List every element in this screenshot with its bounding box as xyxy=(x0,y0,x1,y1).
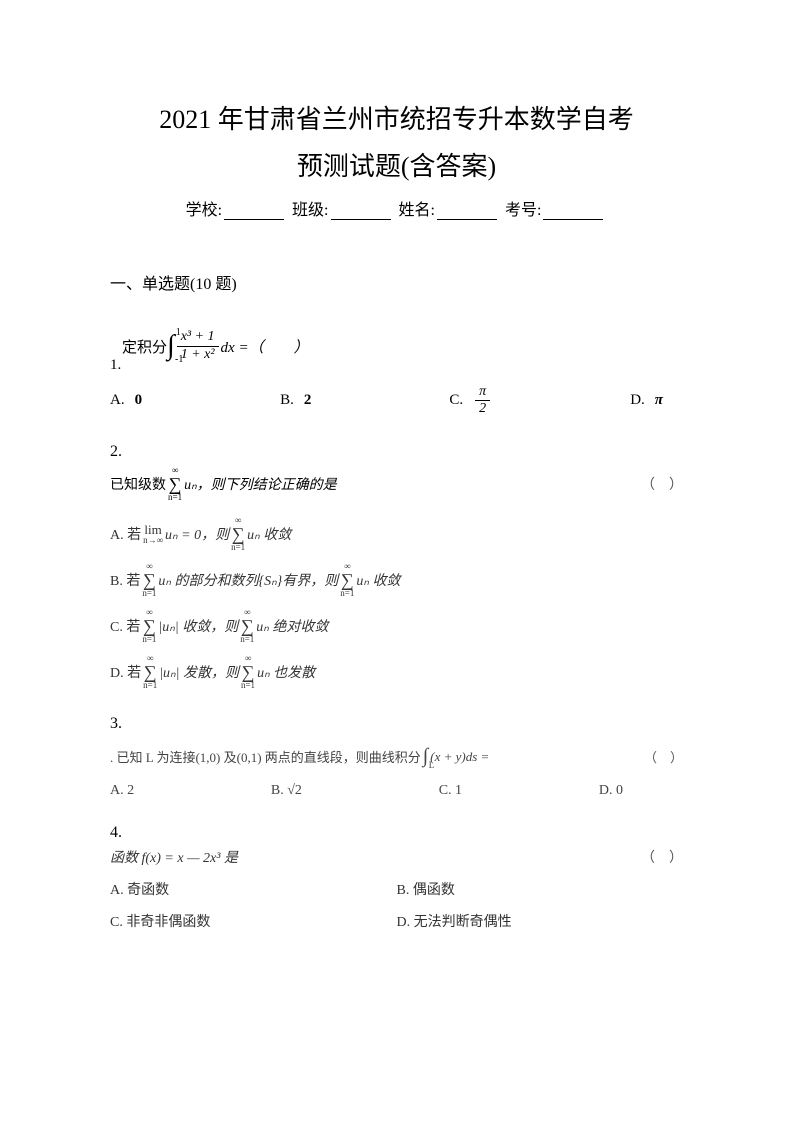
q3-body: (x + y)ds = xyxy=(430,749,489,765)
q3-paren: （ ） xyxy=(644,747,683,766)
q4-text-content: 函数 f(x) = x — 2x³ 是 xyxy=(110,847,238,867)
q4-text: 函数 f(x) = x — 2x³ 是 （ ） xyxy=(110,847,683,867)
q1-number: 1. xyxy=(110,357,121,374)
lim-bot: n→∞ xyxy=(143,536,163,545)
q2d-mid: |uₙ| 发散，则 xyxy=(159,662,239,682)
q2-mid: uₙ，则下列结论正确的是 xyxy=(184,474,337,494)
q4-opt-d: D. 无法判断奇偶性 xyxy=(397,911,684,931)
sum-icon-d1: ∞ ∑ n=1 xyxy=(143,654,157,690)
question-2: 2. 已知级数 ∞ ∑ n=1 uₙ，则下列结论正确的是 （ ） A. 若 li… xyxy=(110,443,683,690)
q3-pre: . 已知 L 为连接(1,0) 及(0,1) 两点的直线段，则曲线积分 xyxy=(110,747,421,766)
q1-suffix: dx =（ ） xyxy=(221,336,309,357)
q1-opt-c-frac: π 2 xyxy=(475,384,490,419)
q2b-suf: uₙ 收敛 xyxy=(356,570,400,590)
blank-class xyxy=(331,202,391,220)
question-3: 3. . 已知 L 为连接(1,0) 及(0,1) 两点的直线段，则曲线积分 ∫… xyxy=(110,715,683,799)
q2-paren: （ ） xyxy=(641,474,683,494)
q2-main: 已知级数 ∞ ∑ n=1 uₙ，则下列结论正确的是 （ ） xyxy=(110,466,683,502)
q1-opt-a-val: 0 xyxy=(135,392,143,409)
q3-opt-c: C. 1 xyxy=(439,783,462,799)
q2a-mid: uₙ = 0，则 xyxy=(165,524,229,544)
sum-icon-c2: ∞ ∑ n=1 xyxy=(240,608,254,644)
blank-name xyxy=(437,202,497,220)
q2-number: 2. xyxy=(110,443,683,461)
q3-text: . 已知 L 为连接(1,0) 及(0,1) 两点的直线段，则曲线积分 ∫L (… xyxy=(110,745,683,768)
q1-c-num: π xyxy=(475,384,490,402)
label-school: 学校: xyxy=(186,202,222,219)
q2c-mid: |uₙ| 收敛，则 xyxy=(158,616,238,636)
sum-icon-b1: ∞ ∑ n=1 xyxy=(142,562,156,598)
label-class: 班级: xyxy=(292,202,328,219)
question-4: 4. 函数 f(x) = x — 2x³ 是 （ ） A. 奇函数 B. 偶函数… xyxy=(110,824,683,931)
q1-opt-d-val: π xyxy=(655,392,663,409)
blank-school xyxy=(224,202,284,220)
q1-frac-num: x³ + 1 xyxy=(177,329,219,347)
q1-text: 定积分 ∫ 1 -1 x³ + 1 1 + x² dx =（ ） xyxy=(122,329,683,364)
q3-number: 3. xyxy=(110,715,683,733)
sum-icon-b2: ∞ ∑ n=1 xyxy=(340,562,354,598)
q2-opt-d: D. 若 ∞ ∑ n=1 |uₙ| 发散，则 ∞ ∑ n=1 uₙ 也发散 xyxy=(110,654,683,690)
q2a-suf: uₙ 收敛 xyxy=(247,524,291,544)
q1-opt-a: A. 0 xyxy=(110,384,142,419)
label-examno: 考号: xyxy=(505,202,541,219)
opt-label-a: A. xyxy=(110,392,125,409)
q2-pre: 已知级数 xyxy=(110,474,166,494)
blank-examno xyxy=(543,202,603,220)
q3-opt-d: D. 0 xyxy=(599,783,623,799)
q4-opt-b: B. 偶函数 xyxy=(397,879,684,899)
q1-opt-d: D. π xyxy=(630,384,663,419)
question-1: 1. 定积分 ∫ 1 -1 x³ + 1 1 + x² dx =（ ） A. 0… xyxy=(110,329,683,418)
q2c-suf: uₙ 绝对收敛 xyxy=(256,616,328,636)
sum-icon-a: ∞ ∑ n=1 xyxy=(231,516,245,552)
q2-opt-b: B. 若 ∞ ∑ n=1 uₙ 的部分和数列{Sₙ}有界，则 ∞ ∑ n=1 u… xyxy=(110,562,683,598)
title-line-1: 2021 年甘肃省兰州市统招专升本数学自考 xyxy=(110,100,683,139)
q2d-suf: uₙ 也发散 xyxy=(257,662,315,682)
sum-bot: n=1 xyxy=(168,493,182,502)
q2a-pre: A. 若 xyxy=(110,524,141,544)
title-line-2: 预测试题(含答案) xyxy=(110,147,683,186)
int-lower: -1 xyxy=(175,354,183,365)
q4-paren: （ ） xyxy=(641,847,683,867)
q1-opt-b-val: 2 xyxy=(304,392,312,409)
q3-opt-a: A. 2 xyxy=(110,783,134,799)
opt-label-c: C. xyxy=(449,392,463,409)
q1-options: A. 0 B. 2 C. π 2 D. π xyxy=(110,384,683,419)
lim-icon: lim n→∞ xyxy=(143,523,163,545)
q1-opt-b: B. 2 xyxy=(280,384,311,419)
sum-sign: ∑ xyxy=(169,475,182,493)
q3-opt-b: B. √2 xyxy=(271,783,302,799)
q2-opt-a: A. 若 lim n→∞ uₙ = 0，则 ∞ ∑ n=1 uₙ 收敛 xyxy=(110,516,683,552)
q1-prefix: 定积分 xyxy=(122,336,167,357)
opt-label-b: B. xyxy=(280,392,294,409)
section-header: 一、单选题(10 题) xyxy=(110,270,683,294)
info-line: 学校: 班级: 姓名: 考号: xyxy=(110,196,683,220)
integral-icon: ∫L xyxy=(423,745,428,768)
label-name: 姓名: xyxy=(399,202,435,219)
integral-sign-icon: ∫ 1 -1 xyxy=(167,330,175,362)
int-upper: 1 xyxy=(176,327,181,338)
q2b-mid: uₙ 的部分和数列{Sₙ}有界，则 xyxy=(158,570,338,590)
sum-icon: ∞ ∑ n=1 xyxy=(168,466,182,502)
opt-label-d: D. xyxy=(630,392,645,409)
q4-opt-a: A. 奇函数 xyxy=(110,879,397,899)
sum-icon-c1: ∞ ∑ n=1 xyxy=(142,608,156,644)
q3-options: A. 2 B. √2 C. 1 D. 0 xyxy=(110,783,683,799)
sum-icon-d2: ∞ ∑ n=1 xyxy=(241,654,255,690)
q1-opt-c: C. π 2 xyxy=(449,384,492,419)
q2b-pre: B. 若 xyxy=(110,570,140,590)
q4-opt-c: C. 非奇非偶函数 xyxy=(110,911,397,931)
q4-number: 4. xyxy=(110,824,683,842)
q2-opt-c: C. 若 ∞ ∑ n=1 |uₙ| 收敛，则 ∞ ∑ n=1 uₙ 绝对收敛 xyxy=(110,608,683,644)
q2d-pre: D. 若 xyxy=(110,662,141,682)
q2c-pre: C. 若 xyxy=(110,616,140,636)
q1-c-den: 2 xyxy=(475,401,490,418)
q4-options: A. 奇函数 B. 偶函数 C. 非奇非偶函数 D. 无法判断奇偶性 xyxy=(110,879,683,931)
